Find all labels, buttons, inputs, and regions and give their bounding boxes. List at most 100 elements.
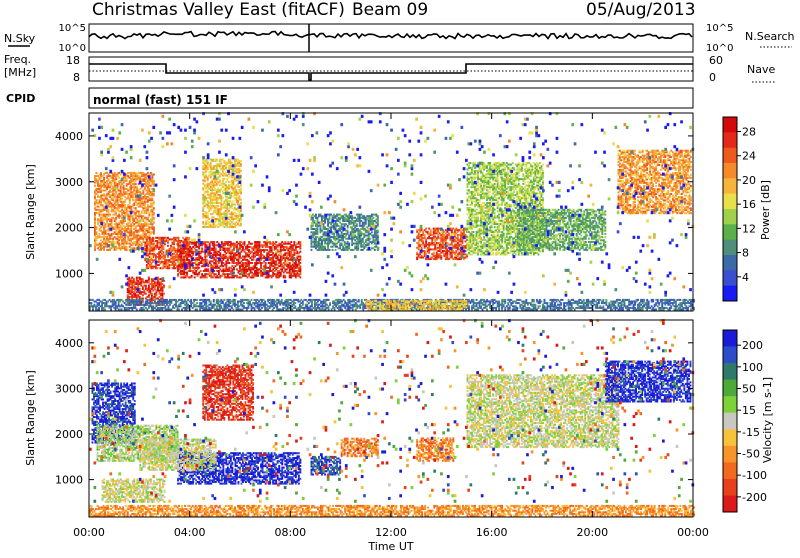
data-cell	[251, 262, 253, 264]
data-cell	[145, 285, 147, 287]
data-cell	[163, 285, 165, 287]
data-cell	[96, 231, 98, 233]
data-cell	[259, 241, 261, 243]
data-cell	[219, 180, 221, 182]
data-cell	[347, 230, 349, 232]
data-cell	[200, 270, 202, 272]
data-cell	[198, 267, 200, 269]
data-cell	[311, 249, 313, 251]
data-cell	[188, 237, 190, 239]
data-cell	[153, 207, 155, 209]
data-cell	[371, 231, 373, 233]
data-cell	[96, 199, 98, 201]
data-cell	[135, 183, 137, 185]
data-cell	[251, 243, 253, 245]
data-cell	[335, 249, 337, 251]
cpid-label: CPID	[6, 92, 35, 105]
freq-unit: [MHz]	[4, 66, 36, 79]
data-cell	[153, 217, 155, 219]
data-cell	[99, 233, 101, 235]
nsky-tick-top: 10^5	[59, 23, 86, 34]
data-cell	[240, 163, 242, 165]
data-cell	[167, 245, 169, 247]
data-cell	[299, 262, 301, 264]
data-cell	[467, 204, 469, 206]
data-cell	[240, 160, 242, 162]
data-cell	[103, 177, 105, 179]
power-data-cells	[89, 112, 695, 311]
data-cell	[240, 188, 242, 190]
data-cell	[377, 230, 379, 232]
data-cell	[240, 202, 242, 204]
data-cell	[440, 255, 442, 257]
data-cell	[369, 238, 371, 240]
data-cell	[202, 221, 204, 223]
data-cell	[124, 220, 126, 222]
data-cell	[470, 162, 472, 164]
data-cell	[151, 198, 153, 200]
data-cell	[421, 247, 423, 249]
data-cell	[240, 199, 242, 201]
freq-tick-bottom: 8	[73, 71, 80, 84]
data-cell	[223, 178, 225, 180]
data-cell	[377, 215, 379, 217]
data-cell	[206, 259, 208, 261]
data-cell	[220, 162, 222, 164]
data-cell	[244, 241, 246, 243]
data-cell	[216, 159, 218, 161]
data-cell	[372, 217, 374, 219]
cpid-value: normal (fast) 151 IF	[93, 93, 228, 107]
nsearch-tick-bottom: 10^0	[706, 43, 733, 54]
data-cell	[153, 212, 155, 214]
data-cell	[142, 278, 144, 280]
data-cell	[433, 252, 435, 254]
data-cell	[348, 243, 350, 245]
nave-tick-top: 60	[709, 54, 723, 67]
data-cell	[152, 243, 154, 245]
data-cell	[275, 241, 277, 243]
data-cell	[124, 204, 126, 206]
data-cell	[175, 262, 177, 264]
data-cell	[179, 241, 181, 243]
data-cell	[108, 209, 110, 211]
data-cell	[94, 185, 96, 187]
data-cell	[115, 212, 117, 214]
data-cell	[145, 293, 147, 295]
freq-tick-top: 18	[66, 54, 80, 67]
nsky-panel-frame	[89, 24, 693, 52]
data-cell	[239, 196, 241, 198]
beam-label: Beam 09	[352, 0, 428, 20]
data-cell	[265, 262, 267, 264]
data-cell	[135, 207, 137, 209]
data-cell	[217, 205, 219, 207]
data-cell	[123, 185, 125, 187]
data-cell	[153, 193, 155, 195]
data-cell	[109, 214, 111, 216]
data-cell	[100, 172, 102, 174]
data-cell	[201, 248, 203, 250]
data-cell	[332, 249, 334, 251]
data-cell	[163, 293, 165, 295]
data-cell	[422, 240, 424, 242]
data-cell	[228, 262, 230, 264]
freq-panel-frame	[89, 57, 693, 81]
data-cell	[424, 234, 426, 236]
data-cell	[299, 251, 301, 253]
data-cell	[219, 252, 221, 254]
data-cell	[153, 222, 155, 224]
data-cell	[430, 229, 432, 231]
data-cell	[103, 206, 105, 208]
data-cell	[290, 241, 292, 243]
data-cell	[121, 198, 123, 200]
data-cell	[299, 276, 301, 278]
data-cell	[356, 223, 358, 225]
data-cell	[126, 246, 128, 248]
data-cell	[289, 262, 291, 264]
data-cell	[299, 256, 301, 258]
data-cell	[424, 250, 426, 252]
freq-label: Freq.	[4, 53, 31, 66]
data-cell	[138, 210, 140, 212]
data-cell	[341, 243, 343, 245]
data-cell	[236, 189, 238, 191]
